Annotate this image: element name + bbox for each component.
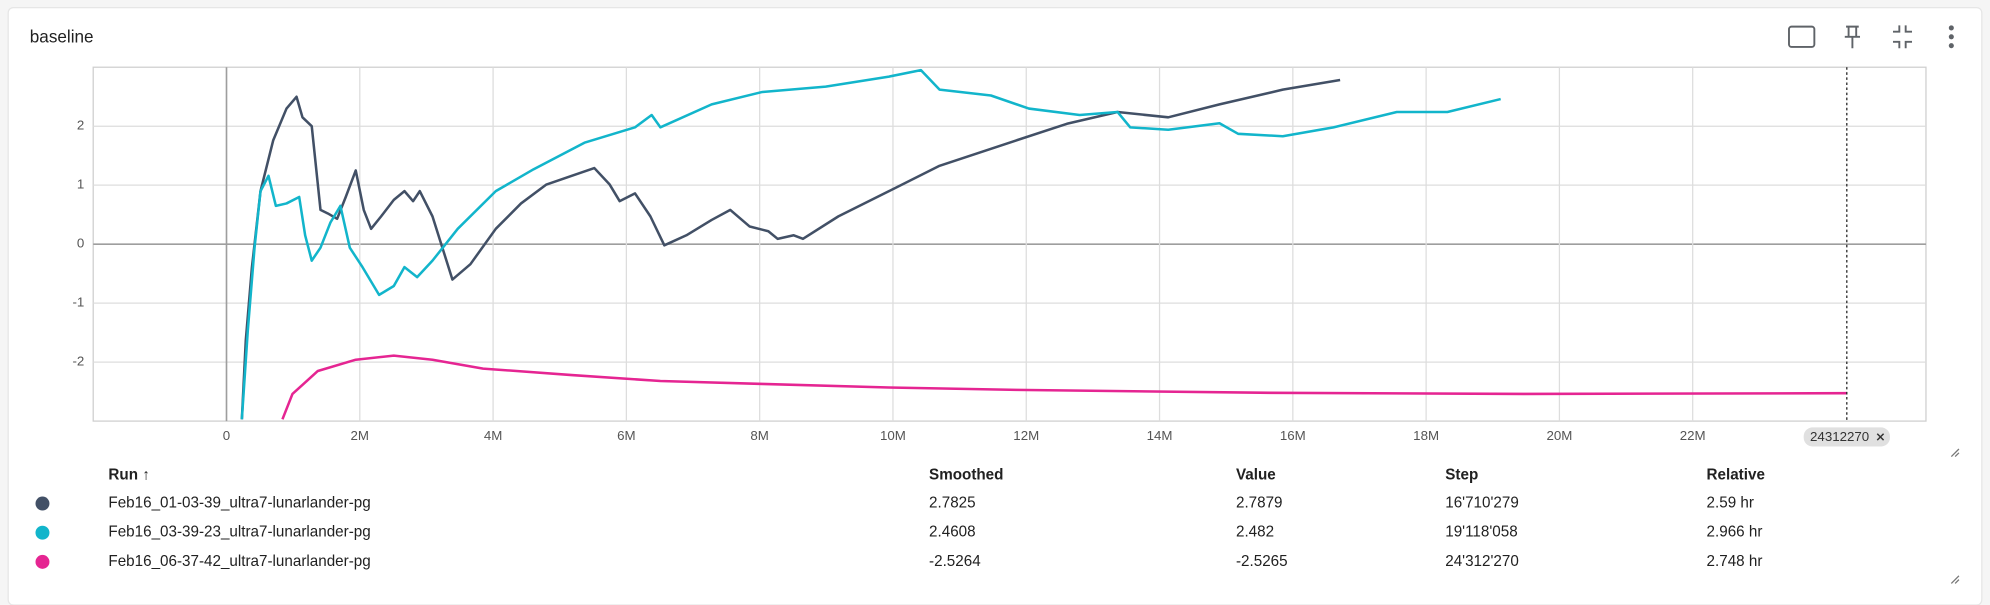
toolbar [1788, 25, 1913, 49]
cell: 2.7825 [929, 495, 976, 512]
series-line [240, 78, 1341, 420]
column-header: Value [1236, 467, 1276, 484]
cell: -2.5265 [1236, 553, 1288, 570]
y-tick-label: 2 [77, 118, 84, 133]
cursor-chip [1803, 427, 1890, 447]
run-color [35, 525, 50, 540]
x-tick-label: 18M [1413, 428, 1439, 443]
x-tick-label: 8M [750, 428, 768, 443]
cell: 16'710'279 [1445, 495, 1519, 512]
collapse-icon[interactable] [1892, 25, 1913, 49]
y-tick-label: -2 [73, 354, 85, 369]
x-tick-label: 22M [1680, 428, 1706, 443]
x-tick-label: 14M [1147, 428, 1173, 443]
cell: 2.7879 [1236, 495, 1283, 512]
run-color [35, 496, 50, 511]
card-title: baseline [30, 28, 94, 47]
x-tick-label: 2M [351, 428, 369, 443]
y-tick-label: 0 [77, 236, 84, 251]
cell: 2.59 hr [1707, 495, 1754, 512]
fit-icon[interactable] [1788, 25, 1816, 48]
menu-dot [1948, 43, 1954, 49]
x-tick-label: 12M [1013, 428, 1039, 443]
cell: 2.4608 [929, 524, 976, 541]
y-tick-label: 1 [77, 177, 84, 192]
series-line [281, 354, 1847, 420]
x-tick-label: 10M [880, 428, 906, 443]
menu-icon[interactable] [1948, 25, 1954, 49]
x-tick-label: 20M [1546, 428, 1572, 443]
run-name: Feb16_01-03-39_ultra7-lunarlander-pg [108, 495, 370, 512]
cursor-close [1876, 433, 1885, 441]
cell: 2.966 hr [1707, 524, 1763, 541]
plot: -2 -1 0 1 2 0 2M 4M 6M 8M 10M 12M 14M 16M 18M 20M 22M 243… [73, 66, 1927, 447]
table: Run ↑ Smoothed Value Step Relative Feb16_01-0… [35, 467, 1765, 570]
x-tick-label: 6M [617, 428, 635, 443]
x-tick-label: 16M [1280, 428, 1306, 443]
series-line [240, 68, 1501, 420]
run-name: Feb16_03-39-23_ultra7-lunarlander-pg [108, 524, 370, 541]
run-color [35, 554, 50, 569]
column-header: Relative [1707, 467, 1765, 484]
card-bg [7, 6, 1983, 605]
menu-dot [1948, 25, 1954, 31]
y-tick-label: -1 [73, 295, 85, 310]
menu-dot [1948, 34, 1954, 40]
column-header: Smoothed [929, 467, 1003, 484]
column-header: Step [1445, 467, 1478, 484]
resize-handle[interactable] [1950, 448, 1960, 584]
run-name: Feb16_06-37-42_ultra7-lunarlander-pg [108, 553, 370, 570]
cell: 24'312'270 [1445, 553, 1519, 570]
cursor-label: 24312270 [1810, 429, 1869, 444]
column-header: Run ↑ [108, 467, 149, 484]
cell: 19'118'058 [1445, 524, 1517, 541]
cell: 2.748 hr [1707, 553, 1763, 570]
x-tick-label: 4M [484, 428, 502, 443]
pin-icon[interactable] [1844, 25, 1861, 49]
x-tick-label: 0 [223, 428, 230, 443]
cell: -2.5264 [929, 553, 981, 570]
cell: 2.482 [1236, 524, 1274, 541]
